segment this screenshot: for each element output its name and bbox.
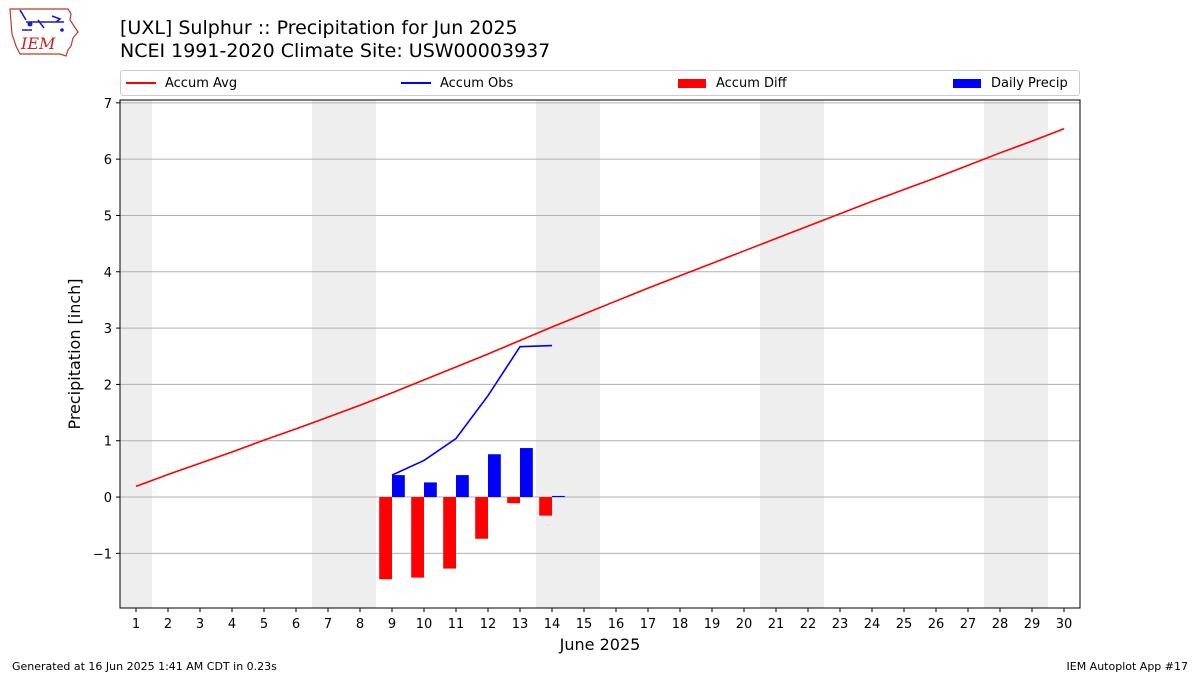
legend-line-swatch [401, 82, 431, 84]
x-tick-label: 23 [832, 617, 849, 632]
daily-precip-bar [552, 495, 565, 498]
weekend-shade [536, 100, 600, 608]
chart-legend: Accum Avg Accum Obs Accum Diff Daily Pre… [120, 70, 1080, 96]
x-tick-label: 29 [1024, 617, 1041, 632]
weekend-shade [984, 100, 1048, 608]
x-tick-label: 22 [800, 617, 817, 632]
x-tick-label: 9 [388, 617, 396, 632]
x-tick-label: 6 [292, 617, 300, 632]
legend-line-swatch [126, 82, 156, 84]
x-tick-label: 27 [960, 617, 977, 632]
weekend-shade [120, 100, 152, 608]
logo-text: IEM [20, 34, 56, 53]
y-tick-label: −1 [93, 547, 112, 562]
legend-label: Daily Precip [991, 75, 1068, 91]
y-tick-label: 5 [104, 209, 112, 224]
x-tick-label: 13 [512, 617, 529, 632]
y-tick-label: 7 [104, 97, 112, 112]
x-tick-label: 17 [640, 617, 657, 632]
daily-precip-bar [520, 448, 533, 498]
y-tick-label: 6 [104, 153, 112, 168]
x-tick-label: 7 [324, 617, 332, 632]
iowa-outline [9, 8, 79, 57]
plot-frame [119, 99, 1081, 609]
daily-precip-bar [488, 454, 501, 498]
x-tick-label: 18 [672, 617, 689, 632]
legend-label: Accum Obs [440, 75, 514, 91]
x-tick-label: 8 [356, 617, 364, 632]
accum-diff-bar [507, 497, 520, 504]
y-tick-label: 2 [104, 378, 112, 393]
x-tick-label: 1 [132, 617, 140, 632]
legend-bar-swatch [953, 78, 981, 88]
x-tick-label: 30 [1056, 617, 1073, 632]
footer-app: IEM Autoplot App #17 [1066, 660, 1189, 673]
y-tick-label: 0 [104, 491, 112, 506]
x-tick-label: 14 [544, 617, 561, 632]
daily-precip-bar [424, 482, 437, 498]
x-tick-label: 12 [480, 617, 497, 632]
x-tick-label: 24 [864, 617, 881, 632]
chart-title: [UXL] Sulphur :: Precipitation for Jun 2… [120, 17, 518, 39]
y-tick-label: 1 [104, 435, 112, 450]
x-tick-label: 28 [992, 617, 1009, 632]
x-tick-label: 4 [228, 617, 236, 632]
weekend-shade [312, 100, 376, 608]
x-tick-label: 5 [260, 617, 268, 632]
x-tick-label: 2 [164, 617, 172, 632]
daily-precip-bar [456, 475, 469, 498]
legend-bar-swatch [678, 78, 706, 88]
x-tick-label: 19 [704, 617, 721, 632]
x-tick-label: 20 [736, 617, 753, 632]
y-axis-label: Precipitation [inch] [65, 278, 84, 429]
accum-diff-bar [539, 497, 552, 516]
legend-accum-obs: Accum Obs [401, 71, 513, 95]
x-tick-label: 21 [768, 617, 785, 632]
accum-diff-bar [411, 497, 424, 578]
x-tick-label: 16 [608, 617, 625, 632]
x-tick-label: 25 [896, 617, 913, 632]
x-tick-label: 11 [448, 617, 465, 632]
x-tick-label: 15 [576, 617, 593, 632]
legend-accum-avg: Accum Avg [126, 71, 237, 95]
x-tick-label: 26 [928, 617, 945, 632]
accum-obs-line [391, 344, 553, 476]
x-tick-label: 3 [196, 617, 204, 632]
iem-logo: IEM [9, 8, 79, 57]
chart-subtitle: NCEI 1991-2020 Climate Site: USW00003937 [120, 40, 551, 62]
legend-label: Accum Diff [716, 75, 787, 91]
footer-generated: Generated at 16 Jun 2025 1:41 AM CDT in … [12, 660, 277, 673]
accum-diff-bar [443, 497, 456, 569]
accum-diff-bar [379, 497, 392, 580]
accum-avg-line [135, 127, 1065, 488]
x-tick-label: 10 [416, 617, 433, 632]
legend-daily-precip: Daily Precip [953, 71, 1068, 95]
y-tick-label: 3 [104, 322, 112, 337]
legend-label: Accum Avg [165, 75, 238, 91]
daily-precip-bar [392, 475, 405, 498]
y-tick-label: 4 [104, 266, 112, 281]
legend-accum-diff: Accum Diff [678, 71, 787, 95]
accum-diff-bar [475, 497, 488, 539]
x-axis-label: June 2025 [559, 635, 641, 654]
weekend-shade [760, 100, 824, 608]
